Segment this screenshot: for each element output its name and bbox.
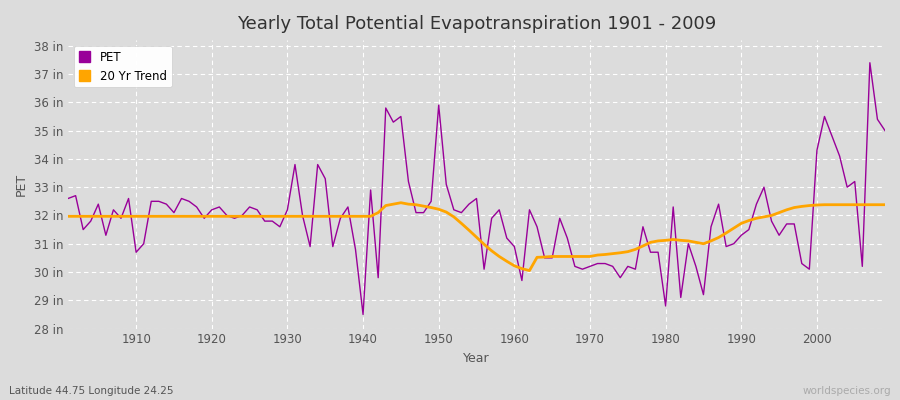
- Text: worldspecies.org: worldspecies.org: [803, 386, 891, 396]
- Y-axis label: PET: PET: [15, 173, 28, 196]
- Title: Yearly Total Potential Evapotranspiration 1901 - 2009: Yearly Total Potential Evapotranspiratio…: [237, 15, 716, 33]
- Legend: PET, 20 Yr Trend: PET, 20 Yr Trend: [74, 46, 172, 87]
- X-axis label: Year: Year: [464, 352, 490, 365]
- Text: Latitude 44.75 Longitude 24.25: Latitude 44.75 Longitude 24.25: [9, 386, 174, 396]
